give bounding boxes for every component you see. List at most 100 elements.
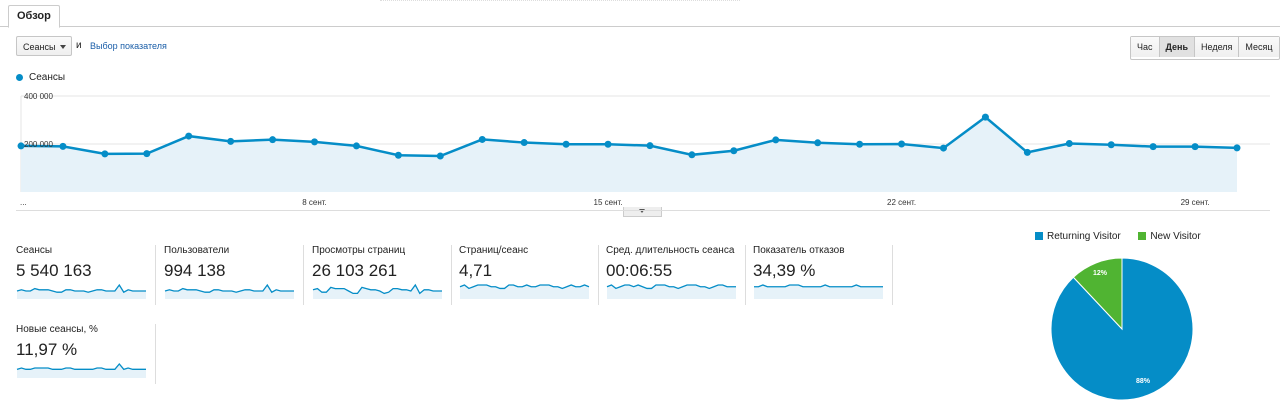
data-point[interactable] bbox=[1149, 143, 1157, 151]
kpi-sparkline bbox=[754, 284, 883, 299]
kpi-label: Сред. длительность сеанса bbox=[606, 245, 735, 256]
data-point[interactable] bbox=[101, 150, 109, 158]
data-point[interactable] bbox=[1023, 148, 1031, 156]
chart-legend: Сеансы bbox=[16, 72, 65, 83]
data-point[interactable] bbox=[1065, 140, 1073, 148]
kpi-value: 34,39 % bbox=[753, 261, 816, 280]
kpi-divider bbox=[745, 245, 746, 305]
kpi-sparkline bbox=[606, 284, 736, 299]
series-area bbox=[21, 117, 1237, 192]
data-point[interactable] bbox=[436, 152, 444, 160]
dotted-divider bbox=[380, 0, 740, 1]
sparkline-line bbox=[459, 284, 590, 290]
data-point[interactable] bbox=[143, 150, 151, 158]
sparkline-line bbox=[16, 283, 146, 294]
choose-metric-link[interactable]: Выбор показателя bbox=[90, 41, 167, 51]
y-tick-label: 400 000 bbox=[24, 92, 53, 101]
kpi-tile: Просмотры страниц 26 103 261 bbox=[312, 245, 452, 305]
tab-overview[interactable]: Обзор bbox=[8, 5, 60, 28]
sparkline-line bbox=[16, 362, 146, 371]
data-point[interactable] bbox=[772, 136, 780, 144]
chart-expand-toggle[interactable] bbox=[623, 207, 662, 217]
kpi-divider bbox=[451, 245, 452, 305]
pie-legend: Returning Visitor New Visitor bbox=[1035, 231, 1201, 242]
kpi-sparkline bbox=[312, 283, 442, 299]
data-point[interactable] bbox=[1191, 143, 1199, 151]
data-point[interactable] bbox=[311, 138, 319, 146]
kpi-label: Пользователи bbox=[164, 245, 230, 256]
data-point[interactable] bbox=[856, 140, 864, 148]
metric-select[interactable]: Сеансы bbox=[16, 36, 72, 56]
data-point[interactable] bbox=[17, 142, 25, 150]
series-line bbox=[20, 115, 1238, 158]
visitor-pie-chart: 88% 12% bbox=[1050, 257, 1194, 401]
tab-bar: Обзор bbox=[0, 0, 1280, 28]
sparkline-area bbox=[460, 285, 589, 299]
kpi-label: Сеансы bbox=[16, 245, 53, 256]
sparkline-area bbox=[17, 285, 146, 299]
and-label: и bbox=[76, 40, 82, 51]
metric-select-value: Сеансы bbox=[23, 42, 56, 52]
data-point[interactable] bbox=[562, 140, 570, 148]
period-button-hour[interactable]: Час bbox=[1131, 37, 1160, 57]
kpi-tile: Страниц/сеанс 4,71 bbox=[459, 245, 599, 305]
data-point[interactable] bbox=[814, 139, 822, 147]
kpi-sparkline bbox=[16, 362, 146, 378]
x-tick-label: 8 сент. bbox=[302, 198, 327, 207]
pie-legend-new: New Visitor bbox=[1150, 231, 1201, 242]
kpi-value: 00:06:55 bbox=[606, 261, 673, 280]
data-point[interactable] bbox=[898, 140, 906, 148]
data-point[interactable] bbox=[688, 151, 696, 159]
sparkline-line bbox=[312, 283, 442, 295]
period-button-day[interactable]: День bbox=[1159, 37, 1196, 57]
kpi-label: Показатель отказов bbox=[753, 245, 845, 256]
data-point[interactable] bbox=[604, 140, 612, 148]
pie-slice-new[interactable] bbox=[1072, 257, 1123, 331]
kpi-value: 4,71 bbox=[459, 261, 493, 280]
kpi-divider bbox=[892, 245, 893, 305]
divider bbox=[16, 210, 1270, 211]
data-point[interactable] bbox=[478, 135, 486, 143]
sparkline-line bbox=[754, 284, 883, 288]
legend-swatch-returning bbox=[1035, 232, 1043, 241]
legend-swatch-new bbox=[1138, 232, 1147, 241]
kpi-sparkline bbox=[16, 283, 146, 299]
sparkline-line bbox=[606, 284, 736, 290]
data-point[interactable] bbox=[730, 147, 738, 155]
kpi-value: 994 138 bbox=[164, 261, 226, 280]
kpi-sparkline bbox=[164, 283, 294, 299]
sparkline-area bbox=[165, 285, 294, 299]
data-point[interactable] bbox=[352, 142, 360, 150]
period-switcher: Час День Неделя Месяц bbox=[1130, 36, 1280, 60]
kpi-divider bbox=[155, 245, 156, 305]
chevron-down-icon bbox=[639, 209, 645, 213]
x-tick-label: ... bbox=[20, 198, 27, 207]
data-point[interactable] bbox=[269, 136, 277, 144]
kpi-value: 11,97 % bbox=[16, 340, 78, 359]
period-button-week[interactable]: Неделя bbox=[1195, 37, 1240, 57]
data-point[interactable] bbox=[227, 137, 235, 145]
legend-label: Сеансы bbox=[29, 72, 66, 83]
x-tick-label: 15 сент. bbox=[594, 198, 623, 207]
data-point[interactable] bbox=[939, 144, 947, 152]
period-button-month[interactable]: Месяц bbox=[1239, 37, 1279, 57]
data-point[interactable] bbox=[1107, 141, 1115, 149]
sparkline-line bbox=[164, 283, 294, 294]
sparkline-area bbox=[607, 285, 736, 299]
kpi-divider bbox=[303, 245, 304, 305]
sparkline-area bbox=[313, 285, 442, 299]
legend-dot-icon bbox=[16, 73, 23, 81]
data-point[interactable] bbox=[59, 142, 67, 150]
sparkline-area bbox=[17, 364, 146, 378]
x-tick-label: 22 сент. bbox=[887, 198, 916, 207]
kpi-divider bbox=[155, 324, 156, 384]
kpi-label: Страниц/сеанс bbox=[459, 245, 529, 256]
data-point[interactable] bbox=[394, 151, 402, 159]
pie-legend-returning: Returning Visitor bbox=[1047, 231, 1121, 242]
data-point[interactable] bbox=[646, 142, 654, 150]
data-point[interactable] bbox=[185, 132, 193, 140]
kpi-value: 5 540 163 bbox=[16, 261, 92, 280]
data-point[interactable] bbox=[981, 113, 989, 121]
data-point[interactable] bbox=[1233, 144, 1241, 152]
data-point[interactable] bbox=[520, 139, 528, 147]
